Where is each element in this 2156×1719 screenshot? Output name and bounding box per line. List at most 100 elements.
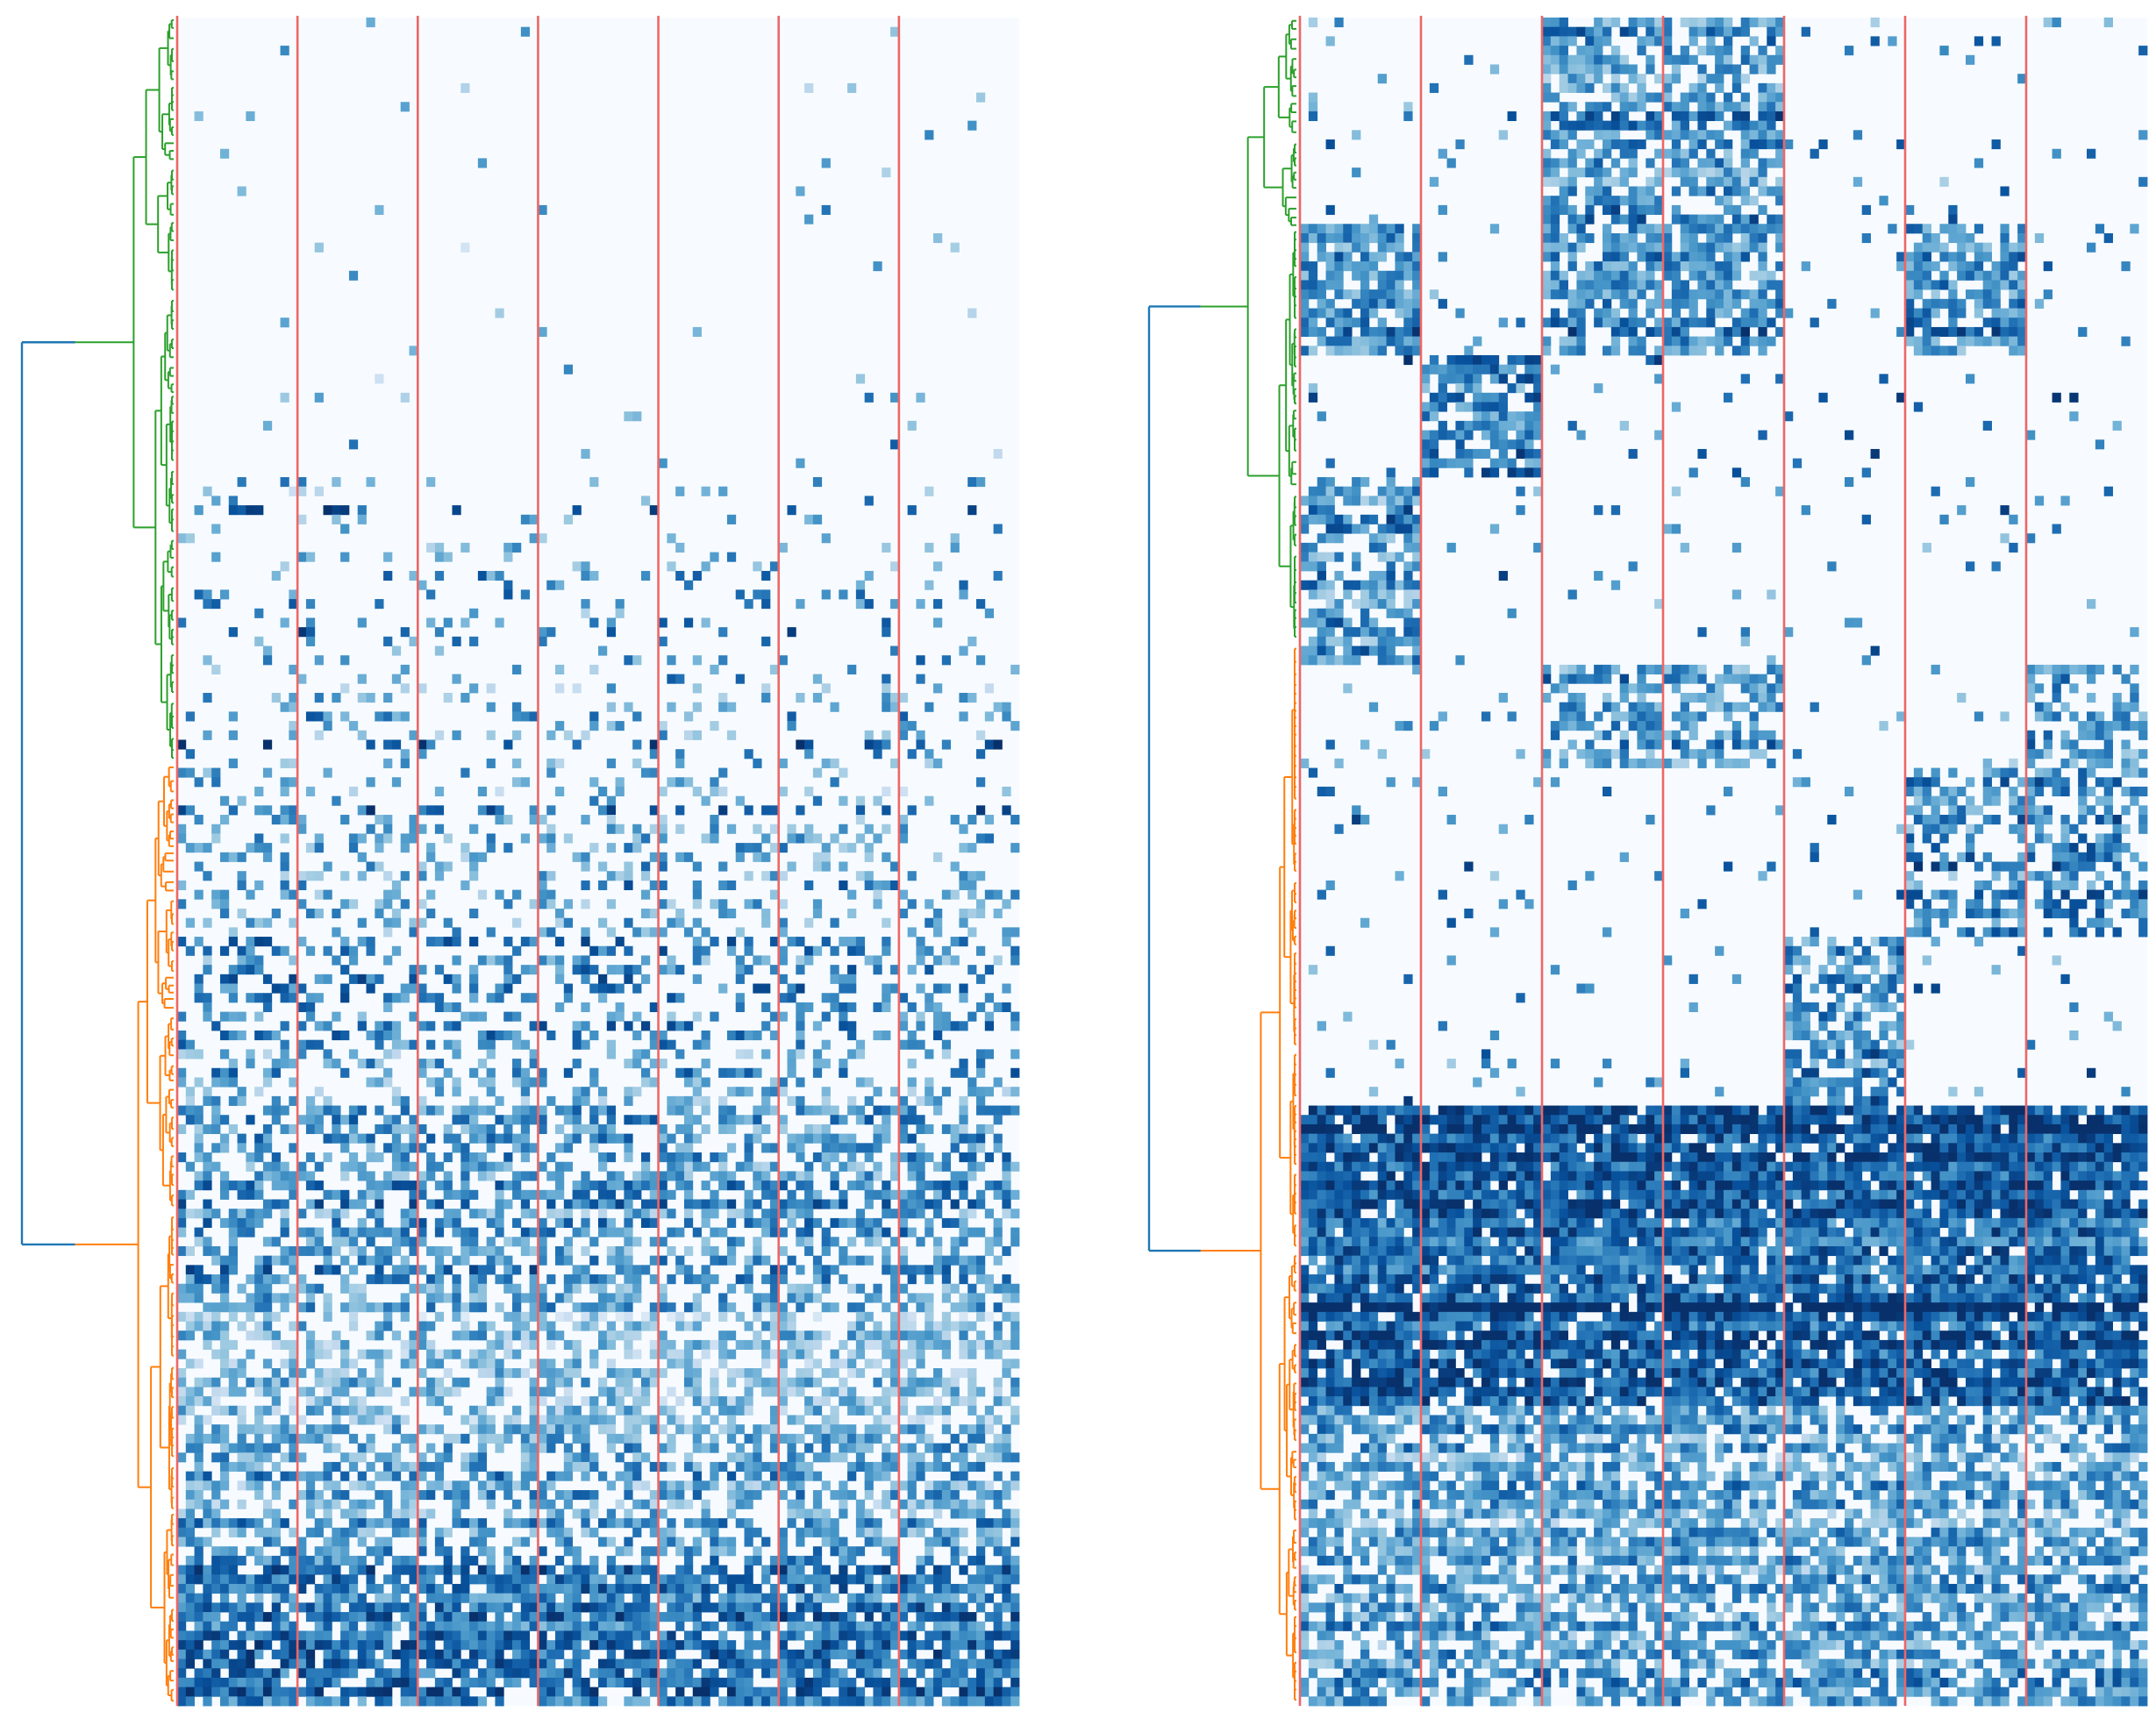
heatmap-cell <box>383 553 392 562</box>
heatmap-cell <box>788 1556 796 1566</box>
heatmap-cell <box>581 1322 589 1331</box>
heatmap-cell <box>908 1444 917 1453</box>
heatmap-cell <box>865 1406 874 1416</box>
heatmap-cell <box>788 1256 796 1266</box>
heatmap-cell <box>598 1424 607 1434</box>
heatmap-cell <box>538 955 546 965</box>
heatmap-cell <box>478 1462 487 1472</box>
heatmap-cell <box>616 1518 625 1528</box>
heatmap-cell <box>503 1152 512 1162</box>
heatmap-cell <box>297 1434 306 1444</box>
heatmap-cell <box>589 1566 598 1575</box>
heatmap-cell <box>1002 1087 1010 1096</box>
heatmap-cell <box>281 1106 289 1116</box>
heatmap-cell <box>598 1537 607 1547</box>
heatmap-cell <box>581 1415 589 1424</box>
heatmap-cell <box>564 1424 573 1434</box>
heatmap-cell <box>238 1480 246 1490</box>
heatmap-cell <box>358 674 367 684</box>
heatmap-cell <box>272 1330 281 1340</box>
heatmap-cell <box>401 1509 410 1518</box>
heatmap-cell <box>779 1246 788 1256</box>
heatmap-cell <box>736 1396 745 1406</box>
heatmap-cell <box>976 1556 985 1566</box>
heatmap-cell <box>899 890 908 900</box>
heatmap-cell <box>186 1284 195 1294</box>
heatmap-cell <box>452 1490 460 1500</box>
heatmap-cell <box>813 833 822 843</box>
heatmap-cell <box>324 1293 332 1302</box>
heatmap-cell <box>469 1106 478 1116</box>
heatmap-cell <box>718 1546 727 1556</box>
heatmap-cell <box>822 852 831 862</box>
heatmap-cell <box>375 1190 383 1200</box>
heatmap-cell <box>426 890 435 900</box>
heatmap-cell <box>967 965 976 974</box>
heatmap-cell <box>994 1115 1003 1124</box>
heatmap-cell <box>229 1218 238 1228</box>
heatmap-cell <box>512 974 521 984</box>
heatmap-cell <box>573 1584 582 1594</box>
heatmap-cell <box>839 881 847 890</box>
heatmap-cell <box>324 1340 332 1350</box>
heatmap-cell <box>392 1180 401 1190</box>
heatmap-cell <box>246 1162 254 1172</box>
heatmap-cell <box>804 881 813 890</box>
heatmap-cell <box>822 1106 831 1116</box>
heatmap-cell <box>899 1246 908 1256</box>
heatmap-cell <box>607 1537 616 1547</box>
heatmap-cell <box>899 721 908 731</box>
heatmap-cell <box>745 749 753 759</box>
heatmap-cell <box>229 1228 238 1238</box>
heatmap-cell <box>203 655 211 665</box>
heatmap-cell <box>246 1480 254 1490</box>
heatmap-cell <box>916 674 925 684</box>
heatmap-cell <box>564 1284 573 1294</box>
heatmap-cell <box>641 862 650 872</box>
heatmap-cell <box>985 1049 994 1059</box>
heatmap-cell <box>813 1218 822 1228</box>
heatmap-cell <box>788 824 796 834</box>
heatmap-cell <box>246 1115 254 1124</box>
heatmap-cell <box>856 1566 865 1575</box>
heatmap-cell <box>976 1228 985 1238</box>
heatmap-cell <box>702 1274 710 1284</box>
heatmap-cell <box>444 617 453 627</box>
heatmap-cell <box>667 1274 675 1284</box>
heatmap-cell <box>839 1256 847 1266</box>
heatmap-cell <box>349 1406 358 1416</box>
heatmap-cell <box>736 1340 745 1350</box>
heatmap-cell <box>358 1171 367 1180</box>
heatmap-cell <box>951 955 960 965</box>
heatmap-cell <box>916 1415 925 1424</box>
heatmap-cell <box>933 759 942 768</box>
heatmap-cell <box>460 843 469 852</box>
heatmap-cell <box>581 561 589 571</box>
heatmap-cell <box>727 1415 736 1424</box>
heatmap-cell <box>718 1180 727 1190</box>
heatmap-cell <box>959 1256 967 1266</box>
heatmap-cell <box>469 1302 478 1312</box>
heatmap-cell <box>675 1500 684 1509</box>
heatmap-cell <box>426 1340 435 1350</box>
heatmap-cell <box>177 1584 186 1594</box>
heatmap-cell <box>263 1077 272 1087</box>
heatmap-cell <box>976 1452 985 1462</box>
heatmap-cell <box>246 1218 254 1228</box>
heatmap-cell <box>418 871 426 881</box>
heatmap-cell <box>349 1134 358 1144</box>
heatmap-cell <box>985 711 994 721</box>
heatmap-cell <box>203 1237 211 1246</box>
heatmap-cell <box>839 1002 847 1012</box>
heatmap-cell <box>444 937 453 946</box>
heatmap-cell <box>813 1293 822 1302</box>
heatmap-cell <box>358 1556 367 1566</box>
heatmap-cell <box>418 1021 426 1031</box>
heatmap-cell <box>761 1002 770 1012</box>
heatmap-cell <box>899 1500 908 1509</box>
heatmap-cell <box>727 1106 736 1116</box>
heatmap-cell <box>581 1444 589 1453</box>
heatmap-cell <box>418 739 426 749</box>
heatmap-cell <box>297 627 306 637</box>
heatmap-cell <box>616 1200 625 1209</box>
